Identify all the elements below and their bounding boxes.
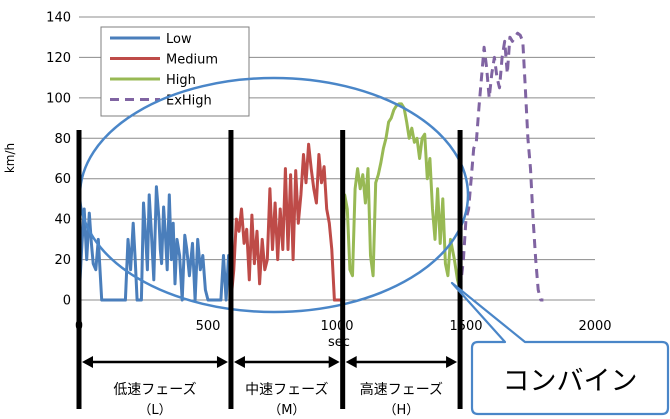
phase-label: 高速フェーズ: [360, 381, 443, 398]
series-lines: [77, 31, 544, 302]
phase-arrow: [82, 356, 228, 368]
y-tick-label: 40: [54, 213, 71, 228]
y-axis-label: km/h: [3, 143, 17, 173]
legend-label: ExHigh: [166, 94, 212, 109]
phase-label: 中速フェーズ: [245, 382, 328, 398]
series-line-medium: [229, 142, 345, 302]
phase-labels: 低速フェーズ （L） 中速フェーズ （M） 高速フェーズ （H）: [113, 381, 443, 418]
series-line-low: [77, 185, 233, 302]
y-tick-label: 0: [63, 294, 71, 309]
y-tick-label: 20: [54, 253, 71, 268]
y-tick-label: 140: [46, 11, 71, 26]
x-axis-label: sec: [328, 335, 350, 350]
y-tick-labels: 0 20 40 60 80 100 120 140: [46, 11, 71, 309]
legend: Low Medium High ExHigh: [100, 26, 250, 117]
phase-arrow: [233, 356, 340, 368]
series-line-high: [341, 102, 462, 292]
legend-label: High: [166, 73, 196, 88]
x-tick-label: 1000: [320, 319, 353, 334]
phase-arrow: [345, 356, 458, 368]
x-tick-label: 1500: [449, 319, 482, 334]
legend-label: Medium: [166, 53, 218, 68]
phase-label: 低速フェーズ: [113, 382, 196, 398]
phase-sublabel: （H）: [383, 403, 419, 418]
legend-box: [100, 26, 250, 117]
y-tick-label: 120: [46, 51, 71, 66]
x-tick-label: 500: [196, 319, 221, 334]
y-tick-label: 60: [54, 172, 71, 187]
phase-sublabel: （M）: [268, 403, 305, 418]
y-tick-label: 80: [54, 132, 71, 147]
legend-label: Low: [166, 32, 192, 47]
combine-callout: コンバイン: [450, 281, 670, 416]
phase-sublabel: （L）: [138, 403, 171, 418]
y-tick-label: 100: [46, 91, 71, 106]
phase-dividers: [76, 130, 463, 409]
series-line-exhigh: [458, 31, 544, 302]
phase-arrows: [82, 356, 458, 368]
callout-text: コンバイン: [503, 366, 638, 397]
callout-box: [450, 281, 670, 416]
x-tick-label: 2000: [578, 319, 611, 334]
